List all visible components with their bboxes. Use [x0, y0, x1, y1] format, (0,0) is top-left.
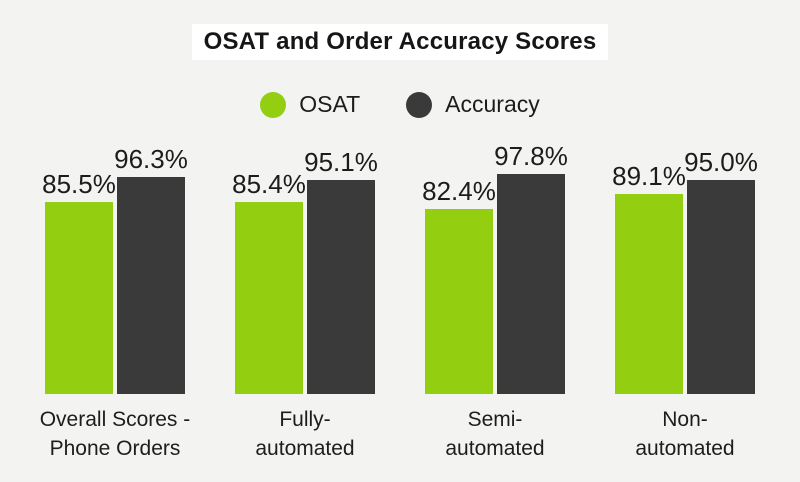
bar-col-accuracy: 97.8% [494, 141, 568, 394]
bar-group: 82.4% 97.8% [400, 143, 590, 394]
bar-group: 85.5% 96.3% [20, 146, 210, 394]
legend: OSAT Accuracy [0, 91, 800, 118]
category-label: Semi-automated [400, 406, 590, 464]
accuracy-bar [117, 177, 185, 394]
osat-swatch-icon [260, 91, 287, 118]
bar-value-label: 96.3% [114, 144, 188, 175]
category-label: Fully-automated [210, 406, 400, 464]
bar-value-label: 95.1% [304, 147, 378, 177]
plot-area: 85.5% 96.3% 85.4% 95.1% 82.4% 97.8% 89.1% 95.0% [0, 142, 800, 394]
bar-col-osat: 85.5% [42, 168, 116, 394]
bar-value-label: 85.4% [232, 168, 306, 199]
bar-col-osat: 85.4% [232, 168, 306, 394]
bar-group: 85.4% 95.1% [210, 149, 400, 394]
legend-item-accuracy: Accuracy [406, 91, 540, 118]
category-label-line: Semi- [467, 408, 523, 431]
osat-bar [235, 201, 303, 394]
category-label-line: Fully- [279, 408, 331, 431]
category-label-line: Overall Scores - [39, 408, 191, 431]
title-area: OSAT and Order Accuracy Scores [0, 0, 800, 60]
bar-group: 89.1% 95.0% [590, 149, 780, 394]
bar-value-label: 85.5% [42, 168, 116, 199]
accuracy-bar [307, 180, 375, 394]
bar-value-label: 97.8% [494, 141, 568, 171]
chart-title: OSAT and Order Accuracy Scores [191, 24, 609, 60]
category-label-line: Phone Orders [49, 436, 181, 460]
category-axis: Overall Scores - Phone Orders Fully-automa… [0, 406, 800, 464]
bar-value-label: 95.0% [684, 147, 758, 178]
accuracy-swatch-icon [406, 91, 433, 118]
accuracy-bar [497, 174, 565, 394]
category-label-line: automated [255, 436, 355, 460]
accuracy-bar [687, 180, 755, 394]
category-label: Overall Scores - Phone Orders [20, 406, 210, 464]
bar-value-label: 82.4% [422, 175, 496, 206]
bar-col-accuracy: 95.1% [304, 147, 378, 394]
bar-value-label: 89.1% [612, 160, 686, 191]
bar-col-osat: 82.4% [422, 175, 496, 394]
category-label-line: automated [635, 436, 735, 460]
osat-bar [615, 193, 683, 394]
bar-col-accuracy: 96.3% [114, 144, 188, 394]
osat-bar [45, 201, 113, 394]
category-label: Non-automated [590, 406, 780, 464]
bar-col-accuracy: 95.0% [684, 147, 758, 394]
bar-col-osat: 89.1% [612, 160, 686, 394]
legend-label-accuracy: Accuracy [445, 91, 540, 117]
legend-label-osat: OSAT [299, 91, 361, 117]
osat-bar [425, 208, 493, 394]
legend-item-osat: OSAT [260, 91, 360, 118]
category-label-line: automated [445, 436, 545, 460]
category-label-line: Non- [662, 408, 708, 431]
